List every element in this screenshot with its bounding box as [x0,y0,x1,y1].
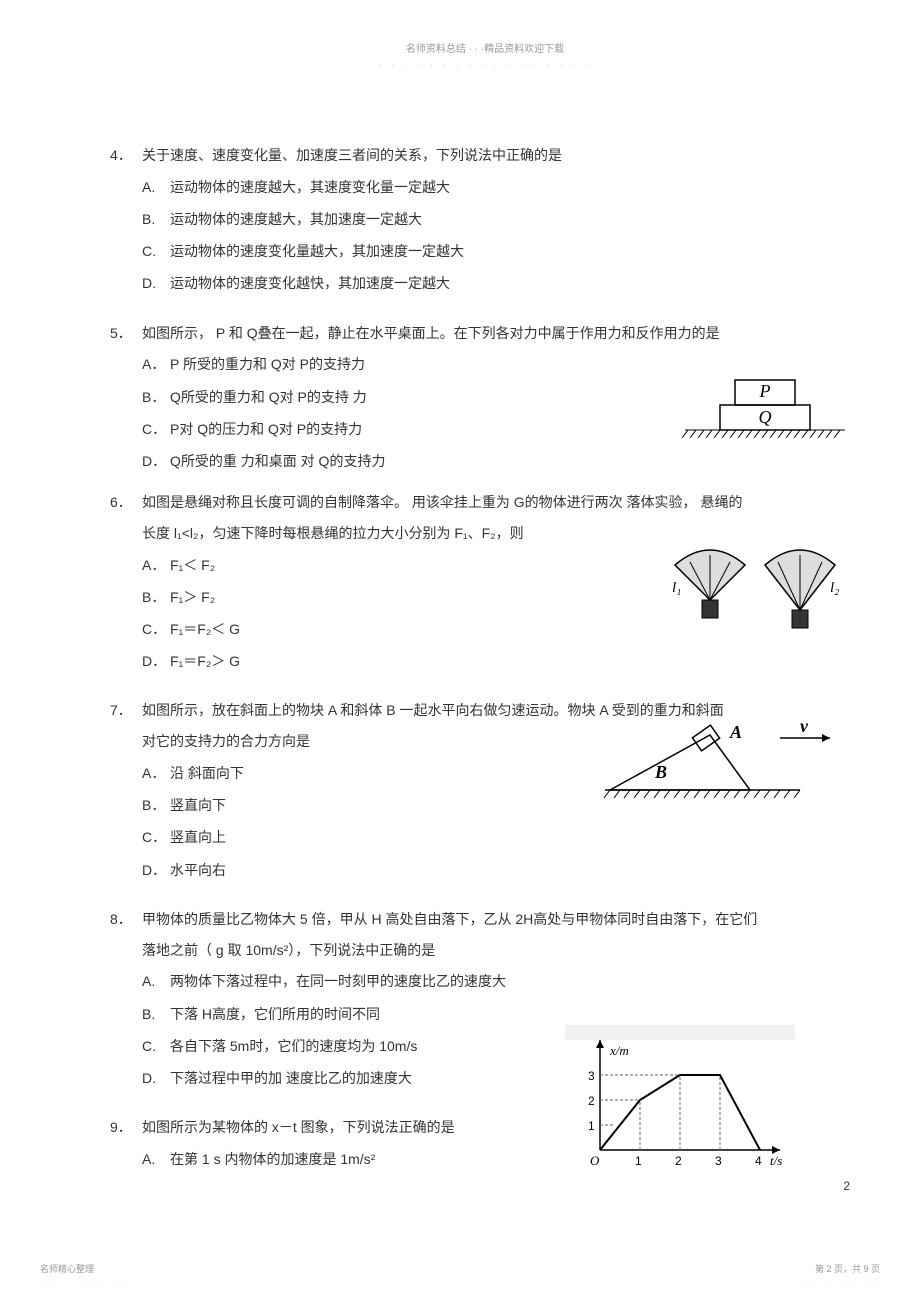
figure-xt-graph: x/m t/s O 1 2 3 4 1 2 3 [560,1020,800,1180]
q4-d-label: D. [142,267,170,299]
q6-b-label: B． [142,581,170,613]
q4-num: 4． [110,140,142,171]
q5-c: P对 Q的压力和 Q对 P的支持力 [170,421,362,437]
q6-c-label: C． [142,613,170,645]
q9-num: 9． [110,1112,142,1143]
svg-text:1: 1 [635,1154,642,1168]
figure-pq-diagram: P Q [680,375,850,455]
q7-b: 竖直向下 [170,797,226,813]
q9-a-label: A. [142,1143,170,1175]
q6-num: 6． [110,487,142,518]
q5-d-label: D． [142,445,170,477]
svg-text:O: O [590,1153,600,1168]
svg-text:3: 3 [588,1069,595,1083]
q8-c-label: C. [142,1030,170,1062]
q5-c-label: C． [142,413,170,445]
q6-d-label: D． [142,645,170,677]
q4-d: 运动物体的速度变化越快，其加速度一定越大 [170,275,450,291]
footer-left: 名师精心整理 [40,1262,94,1275]
q9-a: 在第 1 s 内物体的加速度是 1m/s² [170,1151,375,1167]
q4-c-label: C. [142,235,170,267]
q8-a: 两物体下落过程中，在同一时刻甲的速度比乙的速度大 [170,973,506,989]
q6-a: F₁＜ F₂ [170,557,215,573]
svg-text:4: 4 [755,1154,762,1168]
q7-c-label: C． [142,821,170,853]
svg-text:A: A [729,722,742,742]
q5-a: P 所受的重力和 Q对 P的支持力 [170,356,365,372]
q4-a-label: A. [142,171,170,203]
q8-b-label: B. [142,998,170,1030]
q7-num: 7． [110,695,142,726]
q7-a: 沿 斜面向下 [170,765,244,781]
q6-a-label: A． [142,549,170,581]
svg-text:v: v [800,720,809,736]
svg-text:2: 2 [675,1154,682,1168]
svg-text:1: 1 [588,1119,595,1133]
q5-b-label: B． [142,381,170,413]
svg-text:x/m: x/m [609,1043,629,1058]
figure-incline-diagram: A B v [600,720,850,810]
q6-stem: 如图是悬绳对称且长度可调的自制降落伞。 用该伞挂上重为 G的物体进行两次 落体实… [142,487,860,518]
q7-d-label: D． [142,854,170,886]
svg-text:t/s: t/s [770,1153,782,1168]
q6-d: F₁＝F₂＞ G [170,653,240,669]
q4-b: 运动物体的速度越大，其加速度一定越大 [170,211,422,227]
svg-text:2: 2 [588,1094,595,1108]
q5-a-label: A． [142,348,170,380]
q6-b: F₁＞ F₂ [170,589,215,605]
q8-num: 8． [110,904,142,935]
q5-stem: 如图所示， P 和 Q叠在一起，静止在水平桌面上。在下列各对力中属于作用力和反作… [142,318,860,349]
svg-text:B: B [654,762,667,782]
footer-right-dots: · · · · · · · · · [792,1280,880,1287]
q4-c: 运动物体的速度变化量越大，其加速度一定越大 [170,243,464,259]
q7-d: 水平向右 [170,862,226,878]
q7-a-label: A． [142,757,170,789]
question-4: 4． 关于速度、速度变化量、加速度三者间的关系，下列说法中正确的是 A.运动物体… [110,140,860,300]
q5-d: Q所受的重 力和桌面 对 Q的支持力 [170,453,385,469]
q4-b-label: B. [142,203,170,235]
q8-stem2: 落地之前（ g 取 10m/s²），下列说法中正确的是 [110,935,860,966]
q8-d-label: D. [142,1062,170,1094]
svg-text:3: 3 [715,1154,722,1168]
q4-a: 运动物体的速度越大，其速度变化量一定越大 [170,179,450,195]
q6-c: F₁＝F₂＜ G [170,621,240,637]
q7-b-label: B． [142,789,170,821]
q8-b: 下落 H高度，它们所用的时间不同 [170,1006,380,1022]
footer-left-dots: · · · · · · · · · [40,1280,128,1287]
q5-b: Q所受的重力和 Q对 P的支持 力 [170,389,367,405]
footer-right: 第 2 页，共 9 页 [815,1262,880,1275]
svg-text:l₂: l₂ [830,580,839,596]
pq-q-label: Q [759,407,772,427]
pq-p-label: P [759,381,771,401]
page-number: 2 [843,1179,850,1193]
parachute-right: l₂ [765,550,839,628]
parachute-left: l₁ [672,550,745,618]
header-note: 名师资料总结 · · ·精品资料欢迎下载 [110,40,860,55]
q8-stem: 甲物体的质量比乙物体大 5 倍，甲从 H 高处自由落下，乙从 2H高处与甲物体同… [142,904,860,935]
figure-parachute-diagram: l₁ l₂ [660,540,850,640]
q8-d: 下落过程中甲的加 速度比乙的加速度大 [170,1070,412,1086]
q8-a-label: A. [142,965,170,997]
q8-c: 各自下落 5m时，它们的速度均为 10m/s [170,1038,417,1054]
q4-stem: 关于速度、速度变化量、加速度三者间的关系，下列说法中正确的是 [142,140,860,171]
q7-c: 竖直向上 [170,829,226,845]
q5-num: 5． [110,318,142,349]
header-dots: · · · · · · · · · · · · · · · · · [110,61,860,70]
svg-text:l₁: l₁ [672,580,681,596]
